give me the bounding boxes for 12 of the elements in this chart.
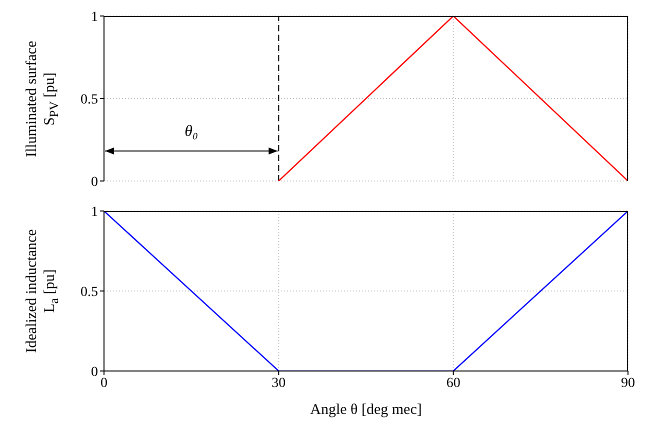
y-tick-label: 0 <box>91 174 98 190</box>
y-tick-label: 0.5 <box>80 284 98 300</box>
y-tick-label: 0 <box>91 364 98 380</box>
y-tick-label: 1 <box>91 204 98 220</box>
annotation: θ₀ <box>184 123 200 142</box>
x-axis-title: Angle θ [deg mec] <box>310 402 422 418</box>
y-tick-label: 0.5 <box>80 92 98 108</box>
x-tick-label: 0 <box>100 376 108 391</box>
y-tick-label: 1 <box>91 10 98 25</box>
x-tick-label: 90 <box>621 376 635 391</box>
x-tick-label: 60 <box>446 376 460 391</box>
x-tick-label: 30 <box>272 376 286 391</box>
